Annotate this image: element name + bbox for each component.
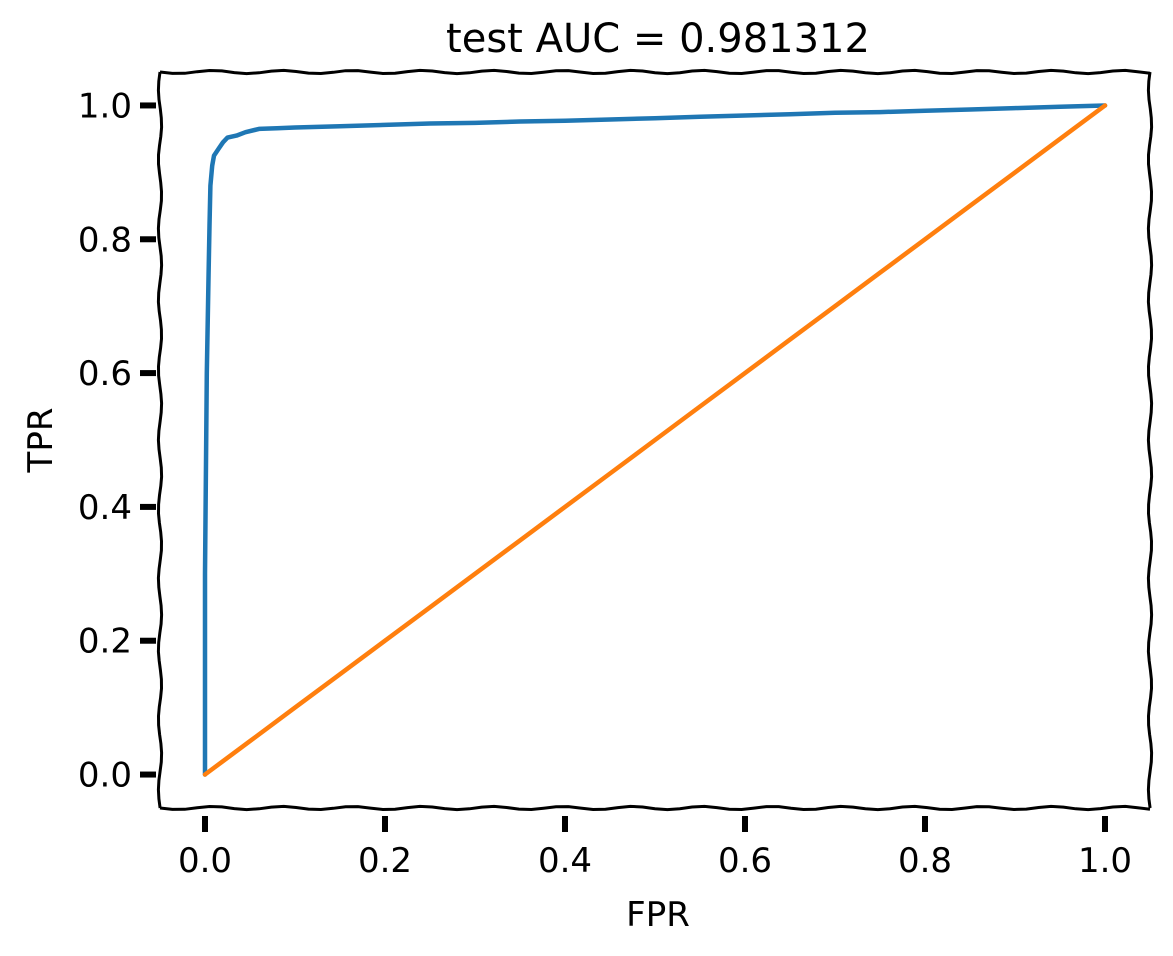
x-tick-label: 0.6	[718, 841, 772, 881]
x-tick-label: 1.0	[1078, 841, 1132, 881]
y-tick-label: 1.0	[78, 86, 132, 126]
x-tick-label: 0.2	[358, 841, 412, 881]
x-tick-label: 0.0	[178, 841, 232, 881]
y-tick-label: 0.4	[78, 488, 132, 528]
y-tick-label: 0.8	[78, 220, 132, 260]
frame-left	[156, 71, 164, 809]
chance-diagonal-line	[202, 103, 1108, 777]
plot-frame	[156, 68, 1154, 812]
x-axis-ticks: 0.0 0.2 0.4 0.6 0.8 1.0	[178, 816, 1132, 881]
x-axis-label: FPR	[626, 895, 690, 935]
y-tick-label: 0.0	[78, 756, 132, 796]
y-axis-label: TPR	[21, 408, 61, 474]
chart-title: test AUC = 0.981312	[446, 16, 870, 62]
y-tick-label: 0.2	[78, 622, 132, 662]
roc-curve-line	[202, 103, 1108, 777]
y-tick-label: 0.6	[78, 354, 132, 394]
series-layer	[202, 103, 1108, 777]
x-tick-label: 0.4	[538, 841, 592, 881]
y-axis-ticks: 0.0 0.2 0.4 0.6 0.8 1.0	[78, 86, 156, 796]
frame-top	[159, 68, 1151, 76]
frame-bottom	[159, 804, 1151, 812]
x-tick-label: 0.8	[898, 841, 952, 881]
frame-right	[1146, 71, 1154, 809]
